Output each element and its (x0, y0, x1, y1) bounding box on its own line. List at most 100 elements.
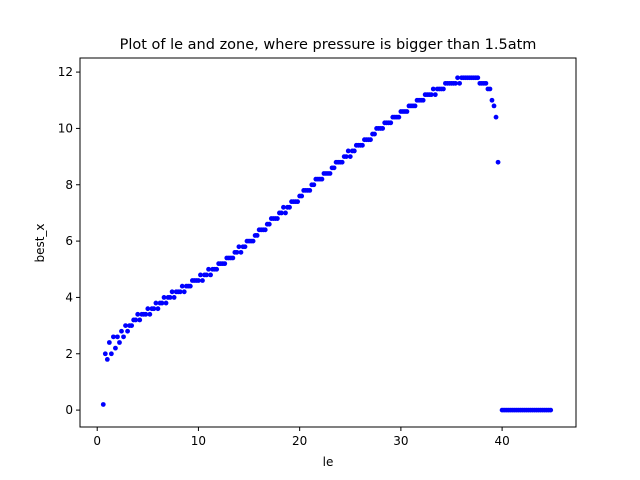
data-point (432, 92, 438, 98)
data-point (457, 80, 462, 86)
data-point (388, 120, 394, 126)
data-point (119, 328, 124, 334)
data-point (491, 103, 497, 109)
y-tick-label: 10 (58, 121, 73, 135)
data-point (281, 204, 286, 210)
data-point (351, 148, 357, 154)
data-point (360, 142, 365, 148)
data-point (187, 283, 193, 289)
x-tick-label: 40 (494, 434, 509, 448)
data-point (230, 255, 236, 261)
data-point (487, 86, 493, 92)
data-point (307, 187, 313, 193)
data-point (493, 114, 499, 120)
data-point (108, 351, 114, 357)
data-point (214, 266, 220, 272)
data-point (343, 154, 349, 159)
data-point (404, 109, 410, 114)
data-points (100, 75, 554, 413)
data-point (319, 176, 325, 182)
data-point (287, 204, 292, 210)
y-tick-label: 12 (58, 65, 73, 79)
data-point (339, 159, 345, 165)
data-point (204, 272, 209, 278)
data-point (242, 244, 248, 250)
data-point (206, 266, 211, 272)
data-point (274, 216, 280, 221)
chart-title: Plot of le and zone, where pressure is b… (120, 37, 537, 53)
data-point (250, 238, 256, 244)
x-tick-label: 20 (292, 434, 307, 448)
data-point (171, 295, 177, 300)
data-point (121, 334, 126, 340)
data-point (133, 317, 139, 323)
data-point (115, 334, 120, 340)
data-point (283, 210, 288, 216)
data-point (236, 244, 242, 250)
y-tick-label: 8 (65, 178, 73, 192)
data-point (181, 289, 187, 295)
data-point (266, 221, 272, 227)
y-axis-ticks: 0 2 4 6 8 10 12 (58, 65, 80, 417)
data-point (106, 340, 112, 345)
data-point (129, 323, 135, 328)
data-point (104, 357, 110, 362)
data-point (299, 193, 305, 199)
data-point (368, 137, 373, 143)
x-axis-ticks: 0 10 20 30 40 (93, 427, 510, 448)
data-point (327, 171, 333, 176)
data-point (345, 148, 351, 154)
data-point (548, 407, 554, 413)
y-tick-label: 6 (65, 234, 73, 248)
data-point (111, 334, 116, 340)
data-point (372, 131, 377, 137)
data-point (208, 272, 213, 278)
data-point (412, 103, 418, 109)
data-point (483, 80, 489, 86)
data-point (311, 182, 317, 188)
y-tick-label: 0 (65, 403, 73, 417)
data-point (159, 300, 165, 306)
data-point (153, 300, 159, 306)
x-tick-label: 10 (191, 434, 206, 448)
data-point (238, 249, 244, 255)
data-point (102, 351, 108, 357)
data-point (453, 80, 458, 86)
data-point (380, 126, 386, 131)
data-point (234, 249, 240, 255)
data-point (167, 295, 173, 300)
data-point (145, 306, 151, 312)
data-point (177, 289, 183, 295)
data-point (331, 165, 337, 171)
data-point (137, 317, 143, 323)
data-point (117, 340, 122, 345)
data-point (455, 75, 460, 81)
data-point (441, 86, 446, 92)
data-point (428, 92, 434, 98)
data-point (169, 289, 175, 295)
data-point (495, 159, 501, 165)
x-tick-label: 0 (93, 434, 101, 448)
x-axis-label: le (323, 455, 334, 469)
data-point (198, 272, 203, 278)
data-point (347, 154, 353, 159)
y-tick-label: 2 (65, 347, 73, 361)
y-tick-label: 4 (65, 290, 73, 304)
data-point (295, 199, 301, 205)
data-point (254, 233, 260, 238)
data-point (123, 323, 128, 328)
data-point (262, 227, 268, 233)
data-point (135, 311, 141, 317)
data-point (200, 278, 205, 283)
data-point (475, 75, 481, 81)
data-point (396, 114, 402, 120)
data-point (151, 306, 157, 312)
x-tick-label: 30 (393, 434, 408, 448)
data-point (163, 300, 169, 306)
data-point (155, 306, 161, 312)
data-point (113, 345, 118, 351)
data-point (222, 261, 228, 267)
data-point (147, 311, 153, 317)
